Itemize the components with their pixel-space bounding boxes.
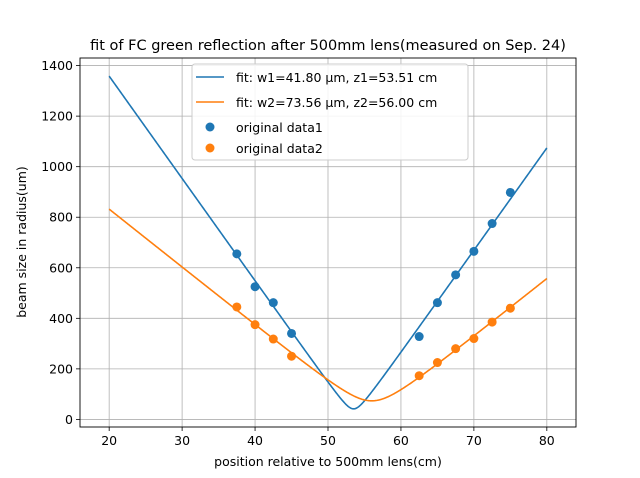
chart-title: fit of FC green reflection after 500mm l… [90,38,566,54]
y-tick-label: 0 [65,412,73,427]
legend-marker-data1 [205,122,215,132]
data-point-series-2 [505,303,515,313]
x-tick-label: 40 [247,433,263,448]
y-tick-label: 200 [49,361,73,376]
x-tick-label: 30 [174,433,190,448]
x-tick-label: 60 [393,433,409,448]
data-point-series-1 [287,328,297,338]
y-tick-label: 800 [49,210,73,225]
data-point-series-2 [469,334,479,344]
legend-label-data1: original data1 [236,120,323,135]
data-point-series-2 [487,317,497,327]
data-point-series-1 [505,187,515,197]
data-point-series-1 [451,270,461,280]
data-point-series-1 [250,282,260,292]
y-axis-label: beam size in radius(um) [14,166,29,318]
x-tick-label: 70 [466,433,482,448]
data-point-series-2 [250,320,260,330]
legend-label-data2: original data2 [236,141,323,156]
y-tick-label: 1400 [41,58,73,73]
x-tick-label: 20 [101,433,117,448]
data-point-series-1 [414,332,424,342]
data-point-series-1 [469,246,479,256]
data-point-series-2 [414,371,424,381]
data-points [232,187,515,381]
data-point-series-2 [232,302,242,312]
legend-marker-data2 [205,143,215,153]
y-tick-label: 1200 [41,109,73,124]
legend-label-fit2: fit: w2=73.56 μm, z2=56.00 cm [236,95,437,110]
y-tick-label: 600 [49,260,73,275]
y-tick-label: 1000 [41,159,73,174]
x-tick-label: 80 [539,433,555,448]
y-tick-label: 400 [49,311,73,326]
data-point-series-1 [487,219,497,229]
data-point-series-2 [451,344,461,354]
data-point-series-2 [432,358,442,368]
x-axis-label: position relative to 500mm lens(cm) [214,454,442,469]
legend: fit: w1=41.80 μm, z1=53.51 cm fit: w2=73… [191,63,469,161]
data-point-series-1 [232,249,242,259]
data-point-series-1 [268,298,278,308]
data-point-series-1 [432,298,442,308]
data-point-series-2 [287,351,297,361]
legend-box [191,63,469,161]
x-tick-label: 50 [320,433,336,448]
legend-label-fit1: fit: w1=41.80 μm, z1=53.51 cm [236,70,437,85]
data-point-series-2 [268,334,278,344]
